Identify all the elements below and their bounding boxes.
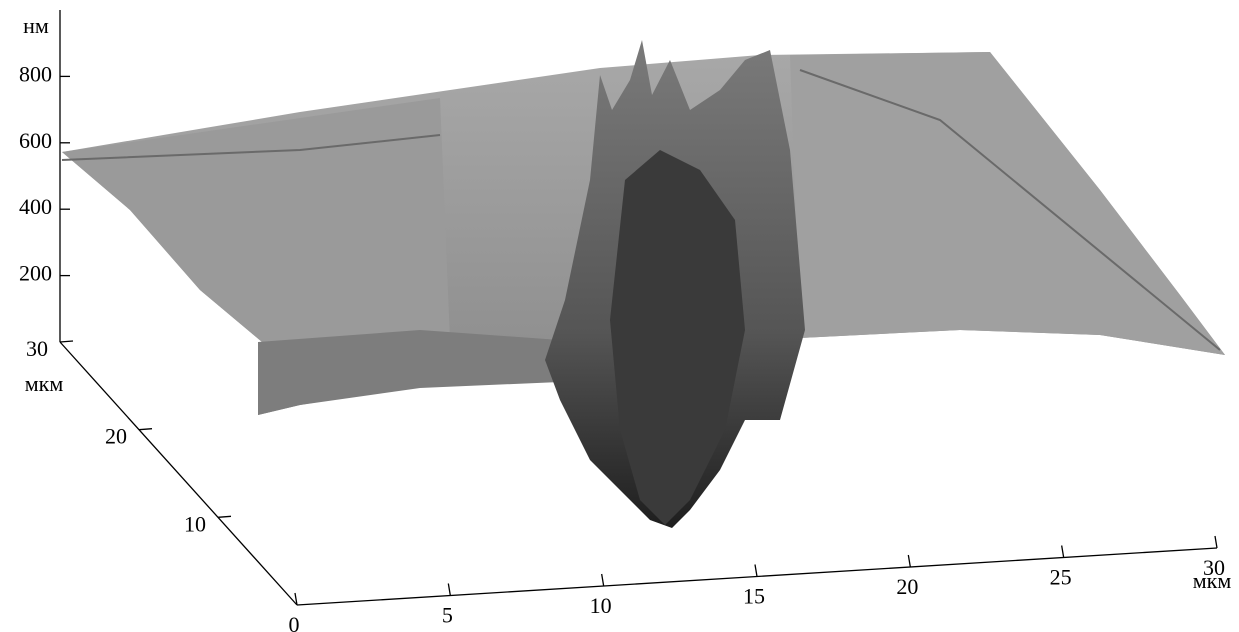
x-tick [448, 584, 450, 596]
y-tick-label: 20 [105, 424, 127, 449]
y-tick [60, 341, 73, 342]
y-tick-label: 10 [184, 511, 206, 536]
y-tick [218, 516, 231, 517]
x-tick [755, 565, 757, 577]
z-tick-label: 600 [19, 128, 52, 153]
y-axis-label: мкм [25, 371, 64, 396]
surface [62, 40, 1225, 528]
x-tick [908, 555, 910, 567]
x-tick-label: 25 [1050, 565, 1072, 590]
z-tick-label: 400 [19, 194, 52, 219]
chart: нм мкм мкм 05101520253010203020040060080… [0, 0, 1239, 632]
x-tick-label: 0 [289, 612, 300, 632]
y-tick-label: 30 [26, 336, 48, 361]
x-tick-label: 20 [896, 574, 918, 599]
x-tick-label: 5 [442, 603, 453, 628]
surface-right-shade [790, 52, 1225, 355]
z-axis-label: нм [23, 13, 49, 38]
x-tick [602, 574, 604, 586]
x-tick [1062, 546, 1064, 558]
y-tick [139, 429, 152, 430]
x-tick-label: 15 [743, 584, 765, 609]
x-tick-label: 10 [590, 593, 612, 618]
x-tick-label: 30 [1203, 555, 1225, 580]
surface-front-edge [258, 330, 560, 415]
x-tick [1215, 536, 1217, 548]
z-tick-label: 800 [19, 61, 52, 86]
z-tick-label: 200 [19, 261, 52, 286]
surface-left-shade [62, 98, 450, 360]
